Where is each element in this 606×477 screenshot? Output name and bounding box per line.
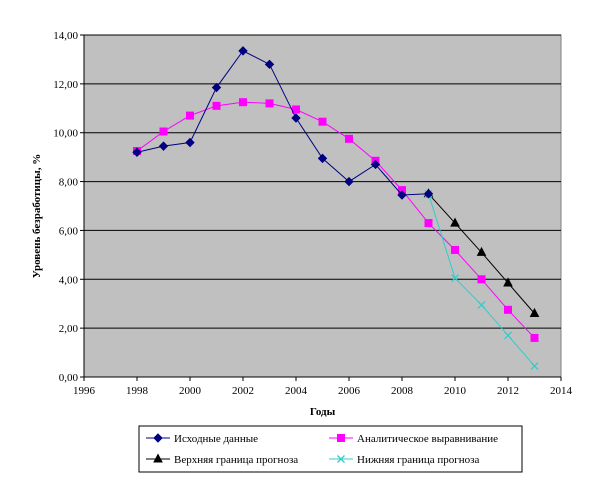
axes: 0,00 2,00 4,00 6,00 8,00 10,00 12,00 14,00 1996 1…	[53, 30, 572, 397]
legend-entry: Верхняя граница прогноза	[146, 453, 298, 466]
data-point	[397, 190, 407, 200]
data-point	[264, 59, 275, 70]
data-point	[317, 153, 328, 164]
x-tick-label: 2012	[497, 385, 519, 397]
legend-entry: Нижняя граница прогноза	[329, 454, 480, 466]
data-point	[238, 46, 248, 56]
x-tick-label: 2010	[444, 385, 467, 397]
legend-entry: Исходные данные	[146, 433, 258, 445]
y-tick-label: 12,00	[53, 79, 78, 91]
x-tick-label: 2004	[285, 385, 308, 397]
data-point	[423, 189, 434, 199]
data-point	[158, 141, 169, 151]
x-tick-label: 2006	[338, 385, 361, 397]
y-tick-label: 4,00	[59, 274, 79, 286]
legend: Исходные данные Аналитическое выравнивани…	[138, 425, 523, 473]
legend-swatch-marker	[337, 455, 345, 463]
y-axis-title: Уровень безработицы, %	[31, 154, 43, 278]
data-point	[476, 246, 487, 256]
series-line	[136, 101, 535, 339]
data-point	[530, 362, 539, 370]
data-point	[212, 101, 221, 110]
legend-label: Нижняя граница прогноза	[357, 454, 480, 466]
series-line	[136, 50, 429, 196]
series-layer	[132, 46, 540, 370]
data-point	[186, 111, 194, 120]
x-tick-label: 1996	[73, 385, 96, 397]
series-0	[132, 46, 434, 200]
data-point	[424, 219, 433, 228]
data-point	[185, 137, 195, 148]
x-tick-label: 2014	[550, 385, 573, 397]
data-point	[239, 98, 247, 107]
x-tick-label: 2000	[179, 385, 202, 397]
data-point	[504, 331, 512, 340]
x-tick-label: 2002	[232, 385, 254, 397]
x-tick-label: 1998	[126, 385, 149, 397]
data-point	[318, 117, 327, 126]
legend-entry: Аналитическое выравнивание	[329, 433, 498, 445]
legend-swatch-marker	[337, 434, 345, 442]
x-tick-label: 2008	[391, 385, 414, 397]
data-point	[503, 277, 513, 287]
data-point	[451, 274, 459, 283]
legend-box	[138, 425, 523, 473]
data-point	[211, 82, 222, 93]
data-point	[132, 147, 142, 157]
legend-swatch-marker	[153, 433, 163, 443]
data-point	[345, 134, 353, 143]
plot-area	[83, 34, 562, 378]
data-point	[504, 305, 512, 314]
data-point	[265, 99, 274, 108]
data-point	[159, 127, 168, 136]
y-tick-label: 14,00	[53, 30, 78, 42]
plot-background	[83, 34, 562, 378]
data-point	[344, 176, 354, 187]
data-point	[450, 217, 460, 227]
data-point	[370, 159, 381, 170]
data-point	[529, 307, 540, 317]
data-point	[477, 275, 486, 284]
y-tick-label: 10,00	[53, 128, 78, 140]
y-tick-label: 8,00	[59, 177, 79, 189]
y-tick-label: 0,00	[59, 372, 79, 384]
y-tick-label: 2,00	[59, 323, 79, 335]
data-point	[530, 333, 539, 342]
data-point	[477, 300, 486, 309]
x-axis-title: Годы	[310, 406, 336, 418]
data-point	[292, 105, 300, 114]
legend-label: Верхняя граница прогноза	[174, 454, 298, 466]
legend-label: Аналитическое выравнивание	[357, 433, 498, 445]
y-tick-label: 6,00	[59, 225, 79, 237]
legend-label: Исходные данные	[174, 433, 258, 445]
data-point	[291, 113, 301, 123]
data-point	[451, 245, 459, 254]
legend-swatch-marker	[153, 453, 163, 463]
